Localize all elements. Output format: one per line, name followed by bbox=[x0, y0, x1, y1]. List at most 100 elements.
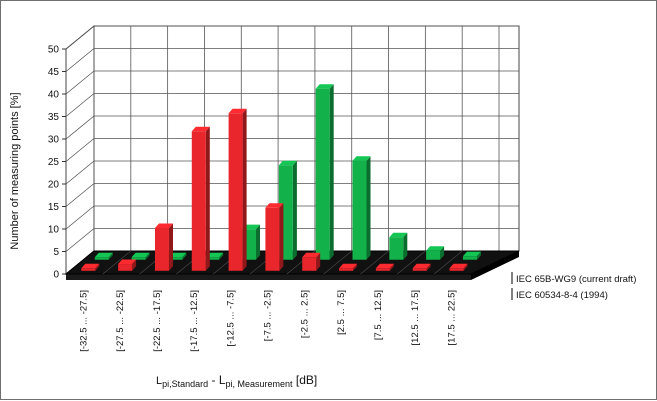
bar-iec60534-9 bbox=[412, 263, 431, 271]
y-tick-label: 20 bbox=[48, 180, 60, 191]
y-tick-label: 25 bbox=[48, 157, 60, 168]
bar-iec65b-7 bbox=[352, 156, 371, 260]
bar-front bbox=[265, 207, 280, 271]
bar-iec60534-8 bbox=[375, 263, 394, 271]
bar-side bbox=[279, 203, 284, 271]
bar-front bbox=[118, 264, 133, 271]
floor-front-edge bbox=[66, 274, 471, 280]
gridline-left bbox=[65, 115, 95, 140]
bar-iec65b-10 bbox=[462, 251, 481, 260]
bar-front bbox=[168, 257, 183, 260]
bar-top bbox=[94, 252, 113, 258]
bar-front bbox=[131, 257, 146, 260]
chart-labels: 0 5 10 15 20 25 30 35 40 45 50 [-32.5 ... -27.5] [-2… bbox=[48, 45, 637, 352]
bar-side bbox=[366, 156, 371, 260]
y-tick-label: 30 bbox=[48, 135, 60, 146]
bar-iec60534-1 bbox=[118, 259, 137, 271]
bar-side bbox=[95, 263, 100, 271]
bar-top bbox=[352, 156, 371, 161]
y-tick-label: 50 bbox=[48, 45, 60, 56]
x-category-label: [-17.5 ... -12.5] bbox=[189, 290, 200, 352]
floor-divider bbox=[397, 250, 426, 275]
bar-top bbox=[131, 252, 150, 258]
bar-iec65b-9 bbox=[426, 246, 445, 260]
y-tick-label: 35 bbox=[48, 112, 60, 123]
bar-front bbox=[339, 268, 354, 271]
bar-front bbox=[352, 160, 367, 260]
bar-top bbox=[426, 246, 445, 251]
y-tick-label: 40 bbox=[48, 90, 60, 101]
y-tick-label: 5 bbox=[53, 247, 59, 258]
bar-front bbox=[228, 113, 243, 271]
bar-side bbox=[389, 263, 394, 271]
bar-side bbox=[219, 252, 224, 260]
bar-side bbox=[329, 84, 334, 260]
bar-side bbox=[463, 263, 468, 271]
gridline-left bbox=[65, 160, 95, 185]
bar-top bbox=[463, 251, 481, 257]
bar-side bbox=[182, 252, 187, 260]
y-tick-label: 15 bbox=[48, 202, 60, 213]
bar-front bbox=[154, 228, 169, 271]
gridline-left bbox=[65, 205, 95, 230]
bar-side bbox=[477, 251, 481, 260]
bar-iec65b-6 bbox=[315, 84, 334, 260]
bar-front bbox=[191, 131, 206, 271]
y-tick-label: 0 bbox=[53, 270, 59, 281]
bar-iec60534-0 bbox=[81, 263, 100, 271]
bar-top bbox=[155, 223, 173, 228]
x-category-label: [7.5 ... 12.5] bbox=[373, 290, 384, 340]
bar-iec65b-0 bbox=[94, 252, 113, 260]
bar-top bbox=[375, 263, 394, 269]
bar-iec60534-6 bbox=[302, 252, 321, 271]
x-category-label: [-22.5 ... -17.5] bbox=[152, 290, 163, 352]
gridline-left bbox=[65, 48, 95, 72]
bar-top bbox=[449, 263, 468, 269]
bar-front bbox=[375, 268, 390, 271]
bar-front bbox=[94, 257, 109, 260]
bar-side bbox=[316, 252, 321, 271]
x-axis-title: Lpi,Standard - Lpi, Measurement [dB] bbox=[156, 373, 317, 389]
x-category-label: [-27.5 ... -22.5] bbox=[115, 290, 126, 352]
bar-front bbox=[412, 268, 427, 271]
bar-side bbox=[205, 126, 210, 271]
bar-iec60534-10 bbox=[449, 263, 468, 271]
bar-front bbox=[449, 268, 464, 271]
bar-iec60534-5 bbox=[265, 203, 284, 271]
floor-divider bbox=[360, 250, 389, 275]
bar-side bbox=[145, 252, 150, 260]
bar-iec65b-1 bbox=[131, 252, 150, 260]
floor-side-edge bbox=[471, 251, 519, 280]
bar-top bbox=[278, 160, 297, 166]
y-axis-title: Number of measuring points [%] bbox=[9, 92, 21, 249]
bar-front bbox=[81, 268, 96, 271]
x-category-label: [-7.5 ... -2.5] bbox=[263, 290, 274, 341]
bar-top bbox=[389, 232, 408, 238]
x-category-label: [-12.5 ... -7.5] bbox=[226, 290, 237, 347]
bar-side bbox=[426, 263, 431, 271]
bar-side bbox=[292, 160, 297, 260]
bar-top bbox=[191, 126, 210, 132]
gridline-left bbox=[65, 25, 95, 50]
floor-divider bbox=[323, 250, 352, 275]
gridline-left bbox=[65, 183, 95, 207]
floor-divider bbox=[433, 250, 463, 275]
bar-side bbox=[403, 232, 408, 260]
chart-bars bbox=[81, 84, 481, 271]
bar-side bbox=[169, 223, 173, 271]
x-category-label: [-2.5 ... 2.5] bbox=[299, 290, 310, 338]
bar-iec65b-8 bbox=[389, 232, 408, 260]
bar-side bbox=[256, 224, 260, 260]
bar-front bbox=[389, 237, 404, 260]
bar-top bbox=[228, 108, 247, 114]
x-category-label: [2.5 ... 7.5] bbox=[336, 290, 347, 335]
bar-iec60534-4 bbox=[228, 108, 247, 271]
bar-top bbox=[339, 263, 358, 269]
y-tick-label: 10 bbox=[48, 225, 60, 236]
bar-top bbox=[412, 263, 431, 269]
bar-iec60534-3 bbox=[191, 126, 210, 271]
bar-top bbox=[315, 84, 334, 89]
bar-front bbox=[315, 88, 330, 260]
x-category-label: [12.5 ... 17.5] bbox=[410, 290, 421, 345]
